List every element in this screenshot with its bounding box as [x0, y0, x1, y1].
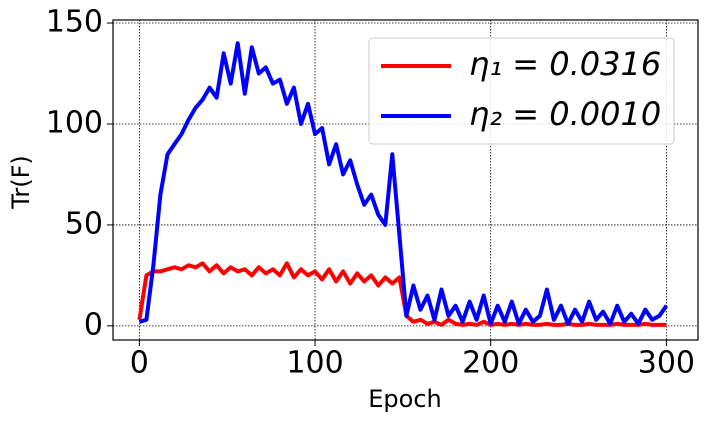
series-line — [138, 41, 669, 326]
legend-label: η₂ = 0.0010 — [469, 95, 661, 133]
x-tick-label: 200 — [462, 346, 519, 381]
y-tick-label: 50 — [65, 206, 103, 241]
y-tick-label: 100 — [46, 105, 103, 140]
x-axis-label: Epoch — [368, 385, 442, 413]
legend-label: η₁ = 0.0316 — [469, 45, 661, 83]
x-tick-label: 0 — [130, 346, 149, 381]
legend: η₁ = 0.0316 η₂ = 0.0010 — [368, 37, 675, 145]
y-tick-label: 150 — [46, 5, 103, 40]
x-tick-label: 300 — [638, 346, 695, 381]
plot-frame — [112, 19, 699, 341]
y-axis-label: Tr(F) — [7, 155, 35, 210]
y-tick-label: 0 — [84, 307, 103, 342]
x-tick-label: 100 — [286, 346, 343, 381]
